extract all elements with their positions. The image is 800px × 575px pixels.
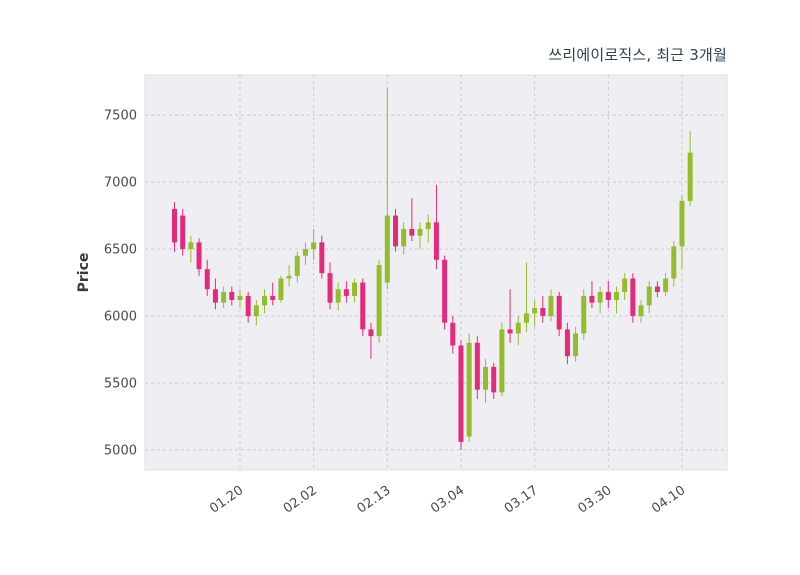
- candle-body: [294, 255, 300, 276]
- candle-body: [376, 265, 382, 337]
- candle-body: [548, 295, 554, 317]
- candle-body: [401, 228, 407, 247]
- candle-body: [458, 345, 464, 442]
- candle-body: [417, 228, 423, 236]
- candle-body: [384, 215, 390, 283]
- candle-body: [613, 291, 619, 300]
- y-tick-label: 5500: [104, 376, 137, 391]
- candle-body: [523, 313, 529, 323]
- candle-body: [180, 215, 186, 250]
- candle-body: [499, 329, 505, 393]
- candle-body: [679, 200, 685, 247]
- candle-body: [253, 305, 259, 317]
- candle-body: [483, 366, 489, 390]
- plot-area: [144, 74, 728, 471]
- candle-body: [564, 329, 570, 357]
- candle-body: [581, 295, 587, 334]
- chart-title: 쓰리에이로직스, 최근 3개월: [548, 46, 727, 64]
- candle-body: [605, 291, 611, 300]
- candle-body: [270, 295, 276, 300]
- candle-body: [188, 242, 194, 250]
- candle-body: [327, 273, 333, 303]
- candle-body: [597, 291, 603, 303]
- candle-body: [507, 329, 513, 334]
- candle-body: [286, 275, 292, 279]
- y-tick-label: 7000: [104, 176, 137, 191]
- candle-body: [204, 269, 210, 290]
- x-tick-label: 01.20: [207, 483, 246, 517]
- candle-body: [515, 322, 521, 334]
- candle-body: [278, 278, 284, 300]
- x-tick-label: 04.10: [649, 483, 688, 517]
- candle-body: [638, 305, 644, 317]
- candle-body: [474, 342, 480, 390]
- candle-body: [311, 242, 317, 250]
- candle-body: [425, 222, 431, 229]
- candle-body: [212, 289, 218, 303]
- candle-body: [221, 291, 227, 303]
- candle-body: [319, 242, 325, 274]
- candle-body: [360, 282, 366, 330]
- x-tick-label: 03.04: [428, 483, 467, 517]
- candle-body: [442, 259, 448, 323]
- candle-body: [352, 282, 358, 296]
- candle-body: [630, 278, 636, 317]
- candle-body: [368, 329, 374, 337]
- candle-body: [335, 289, 341, 303]
- candle-body: [466, 342, 472, 437]
- candle-body: [245, 295, 251, 317]
- candle-body: [302, 249, 308, 256]
- y-axis-label: Price: [76, 253, 92, 293]
- y-tick-label: 7500: [104, 109, 137, 124]
- candle-body: [262, 295, 268, 306]
- x-tick-label: 03.30: [576, 483, 615, 517]
- candle-body: [589, 295, 595, 303]
- candle-body: [172, 208, 177, 243]
- candle-body: [532, 307, 538, 314]
- candle-body: [237, 295, 243, 300]
- candle-body: [433, 222, 439, 260]
- candle-body: [450, 322, 456, 346]
- candle-body: [540, 307, 546, 317]
- y-tick-label: 6000: [104, 310, 137, 325]
- x-tick-label: 02.02: [281, 483, 320, 517]
- candle-body: [622, 278, 628, 292]
- candle-body: [196, 242, 202, 270]
- candle-body: [663, 278, 669, 292]
- candle-body: [409, 228, 415, 236]
- x-tick-label: 02.13: [355, 483, 394, 517]
- candle-body: [491, 366, 497, 393]
- candle-body: [687, 152, 693, 201]
- candle-body: [654, 286, 660, 292]
- candle-body: [646, 286, 652, 306]
- x-tick-label: 03.17: [502, 483, 541, 517]
- candle-body: [229, 291, 235, 300]
- candle-body: [556, 295, 562, 330]
- candle-body: [343, 289, 349, 296]
- candle-body: [573, 333, 579, 357]
- y-tick-label: 5000: [104, 443, 137, 458]
- candle-body: [671, 246, 677, 279]
- candle-body: [392, 215, 398, 247]
- y-tick-label: 6500: [104, 243, 137, 258]
